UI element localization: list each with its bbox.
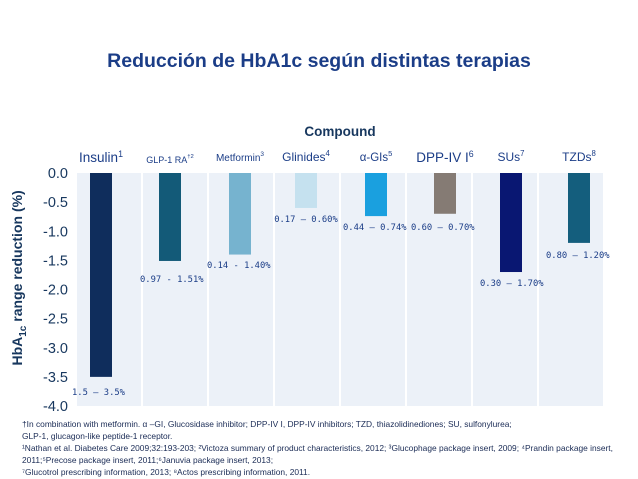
category-label-text: Glinides: [282, 150, 325, 164]
bar: [229, 173, 251, 255]
y-tick-label: -1.5: [43, 253, 68, 269]
category-label-text: DPP-IV I: [416, 150, 469, 165]
bar: [500, 173, 522, 273]
category-label-sup: 5: [388, 149, 392, 158]
category-label: GLP-1 RA†2: [146, 154, 194, 165]
y-tick-label: 0.0: [48, 166, 68, 182]
footnote-line: †In combination with metformin. α –GI, G…: [22, 419, 512, 429]
footnote-line: ⁷Glucotrol prescribing information, 2013…: [22, 467, 311, 477]
category-label-text: TZDs: [562, 150, 591, 164]
data-label: 1.5 – 3.5%: [72, 388, 126, 398]
y-tick-label: -1.0: [43, 224, 68, 240]
category-label: Insulin1: [79, 149, 123, 165]
category-label: TZDs8: [562, 149, 596, 164]
x-axis-title: Compound: [304, 124, 376, 139]
category-label: α-GIs5: [360, 149, 393, 164]
y-tick-label: -4.0: [43, 399, 68, 415]
bar: [365, 173, 387, 217]
footnote-line: GLP-1, glucagon-like peptide-1 receptor.: [22, 431, 173, 441]
slide-title: Reducción de HbA1c según distintas terap…: [107, 50, 531, 72]
category-label-text: GLP-1 RA: [146, 155, 187, 165]
category-label-text: α-GIs: [360, 152, 389, 164]
category-label-sup: 6: [469, 149, 474, 159]
data-label: 0.30 – 1.70%: [480, 279, 544, 289]
data-label: 0.97 - 1.51%: [140, 275, 204, 285]
data-label: 0.60 – 0.70%: [411, 223, 475, 233]
category-label: SUs7: [497, 149, 524, 164]
category-label-sup: 1: [118, 149, 123, 159]
category-label-sup: 3: [260, 151, 264, 158]
footnote-line: 2011;⁵Precose package insert, 2011;⁶Janu…: [22, 455, 274, 465]
category-column-bg: [275, 173, 339, 406]
category-label-text: Metformin: [216, 153, 260, 164]
data-label: 0.44 – 0.74%: [343, 223, 407, 233]
category-label-sup: †2: [187, 154, 194, 160]
y-tick-label: -2.5: [43, 312, 68, 328]
footnote-line: ¹Nathan et al. Diabetes Care 2009;32:193…: [22, 443, 613, 453]
category-label-text: SUs: [497, 150, 520, 164]
y-tick-label: -0.5: [43, 195, 68, 211]
category-label-sup: 7: [520, 149, 524, 158]
bar: [568, 173, 590, 243]
bar: [159, 173, 181, 261]
category-label-text: Insulin: [79, 150, 118, 165]
category-label: Metformin3: [216, 151, 264, 164]
y-tick-label: -3.5: [43, 370, 68, 386]
bar: [295, 173, 317, 208]
category-label-sup: 4: [326, 149, 331, 158]
bar: [90, 173, 112, 377]
category-label: Glinides4: [282, 149, 330, 164]
data-label: 0.14 - 1.40%: [207, 261, 271, 271]
y-tick-label: -2.0: [43, 283, 68, 299]
data-label: 0.17 – 0.60%: [274, 215, 338, 225]
category-label-sup: 8: [591, 149, 595, 158]
category-label: DPP-IV I6: [416, 149, 474, 165]
footnotes: †In combination with metformin. α –GI, G…: [22, 418, 638, 478]
y-tick-label: -3.0: [43, 341, 68, 357]
data-label: 0.80 – 1.20%: [546, 251, 610, 261]
bar: [434, 173, 456, 214]
